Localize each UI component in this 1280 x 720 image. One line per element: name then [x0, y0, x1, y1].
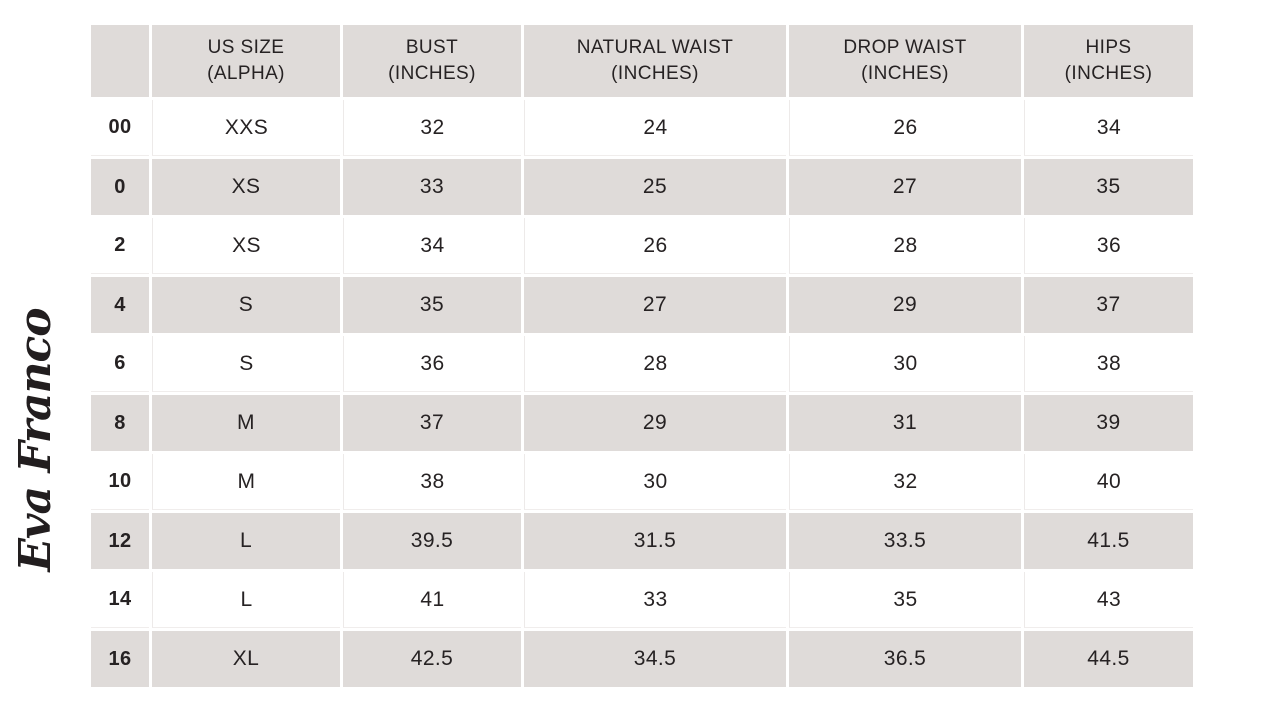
natural-waist-cell: 25: [524, 159, 786, 215]
size-chart-body: 00 XXS 32 24 26 34 0 XS 33 25 27 35 2 XS…: [91, 100, 1193, 687]
alpha-size-cell: S: [152, 277, 340, 333]
us-size-cell: 4: [91, 277, 149, 333]
header-label: NATURAL WAIST: [576, 37, 734, 58]
header-label: US SIZE: [207, 37, 285, 58]
table-row-size-4: 4 S 35 27 29 37: [91, 277, 1193, 333]
drop-waist-cell: 36.5: [789, 631, 1021, 687]
drop-waist-cell: 30: [789, 336, 1021, 392]
header-sublabel: (INCHES): [861, 63, 949, 84]
header-sublabel: (INCHES): [1064, 63, 1153, 84]
hips-cell: 40: [1024, 454, 1193, 510]
header-label: HIPS: [1085, 37, 1132, 58]
header-cell-drop-waist: DROP WAIST (INCHES): [789, 25, 1021, 97]
header-cell-corner: [91, 25, 149, 97]
hips-cell: 43: [1024, 572, 1193, 628]
us-size-cell: 16: [91, 631, 149, 687]
bust-cell: 32: [343, 100, 521, 156]
drop-waist-cell: 32: [789, 454, 1021, 510]
drop-waist-cell: 26: [789, 100, 1021, 156]
hips-cell: 41.5: [1024, 513, 1193, 569]
bust-cell: 39.5: [343, 513, 521, 569]
brand-logo: Eva Franco: [10, 290, 74, 590]
header-cell-natural-waist: NATURAL WAIST (INCHES): [524, 25, 786, 97]
natural-waist-cell: 34.5: [524, 631, 786, 687]
alpha-size-cell: XL: [152, 631, 340, 687]
alpha-size-cell: S: [152, 336, 340, 392]
natural-waist-cell: 33: [524, 572, 786, 628]
table-row-size-2: 2 XS 34 26 28 36: [91, 218, 1193, 274]
header-label: DROP WAIST: [843, 37, 967, 58]
header-cell-bust: BUST (INCHES): [343, 25, 521, 97]
alpha-size-cell: M: [152, 454, 340, 510]
hips-cell: 37: [1024, 277, 1193, 333]
header-cell-hips: HIPS (INCHES): [1024, 25, 1193, 97]
table-row-size-16: 16 XL 42.5 34.5 36.5 44.5: [91, 631, 1193, 687]
drop-waist-cell: 33.5: [789, 513, 1021, 569]
bust-cell: 37: [343, 395, 521, 451]
alpha-size-cell: L: [152, 513, 340, 569]
bust-cell: 42.5: [343, 631, 521, 687]
bust-cell: 41: [343, 572, 521, 628]
header-sublabel: (INCHES): [388, 63, 476, 84]
bust-cell: 33: [343, 159, 521, 215]
us-size-cell: 14: [91, 572, 149, 628]
us-size-cell: 2: [91, 218, 149, 274]
drop-waist-cell: 29: [789, 277, 1021, 333]
natural-waist-cell: 28: [524, 336, 786, 392]
hips-cell: 39: [1024, 395, 1193, 451]
alpha-size-cell: M: [152, 395, 340, 451]
hips-cell: 35: [1024, 159, 1193, 215]
natural-waist-cell: 30: [524, 454, 786, 510]
hips-cell: 36: [1024, 218, 1193, 274]
us-size-cell: 8: [91, 395, 149, 451]
table-row-size-0: 0 XS 33 25 27 35: [91, 159, 1193, 215]
hips-cell: 38: [1024, 336, 1193, 392]
alpha-size-cell: XXS: [152, 100, 340, 156]
header-row: US SIZE (ALPHA) BUST (INCHES) NATURAL WA…: [91, 25, 1193, 97]
bust-cell: 34: [343, 218, 521, 274]
table-row-size-00: 00 XXS 32 24 26 34: [91, 100, 1193, 156]
natural-waist-cell: 31.5: [524, 513, 786, 569]
bust-cell: 36: [343, 336, 521, 392]
alpha-size-cell: L: [152, 572, 340, 628]
table-row-size-12: 12 L 39.5 31.5 33.5 41.5: [91, 513, 1193, 569]
alpha-size-cell: XS: [152, 159, 340, 215]
header-cell-us-size-alpha: US SIZE (ALPHA): [152, 25, 340, 97]
header-sublabel: (INCHES): [611, 63, 699, 84]
drop-waist-cell: 28: [789, 218, 1021, 274]
size-chart-header: US SIZE (ALPHA) BUST (INCHES) NATURAL WA…: [91, 25, 1193, 97]
bust-cell: 35: [343, 277, 521, 333]
bust-cell: 38: [343, 454, 521, 510]
drop-waist-cell: 31: [789, 395, 1021, 451]
table-row-size-10: 10 M 38 30 32 40: [91, 454, 1193, 510]
natural-waist-cell: 24: [524, 100, 786, 156]
drop-waist-cell: 27: [789, 159, 1021, 215]
us-size-cell: 12: [91, 513, 149, 569]
table-row-size-6: 6 S 36 28 30 38: [91, 336, 1193, 392]
drop-waist-cell: 35: [789, 572, 1021, 628]
header-sublabel: (ALPHA): [207, 63, 285, 84]
table-row-size-14: 14 L 41 33 35 43: [91, 572, 1193, 628]
header-label: BUST: [405, 37, 459, 58]
alpha-size-cell: XS: [152, 218, 340, 274]
size-chart-table: US SIZE (ALPHA) BUST (INCHES) NATURAL WA…: [88, 22, 1196, 690]
us-size-cell: 10: [91, 454, 149, 510]
natural-waist-cell: 26: [524, 218, 786, 274]
hips-cell: 34: [1024, 100, 1193, 156]
table-row-size-8: 8 M 37 29 31 39: [91, 395, 1193, 451]
us-size-cell: 00: [91, 100, 149, 156]
us-size-cell: 0: [91, 159, 149, 215]
brand-logo-text: Eva Franco: [10, 308, 61, 572]
hips-cell: 44.5: [1024, 631, 1193, 687]
natural-waist-cell: 29: [524, 395, 786, 451]
natural-waist-cell: 27: [524, 277, 786, 333]
us-size-cell: 6: [91, 336, 149, 392]
